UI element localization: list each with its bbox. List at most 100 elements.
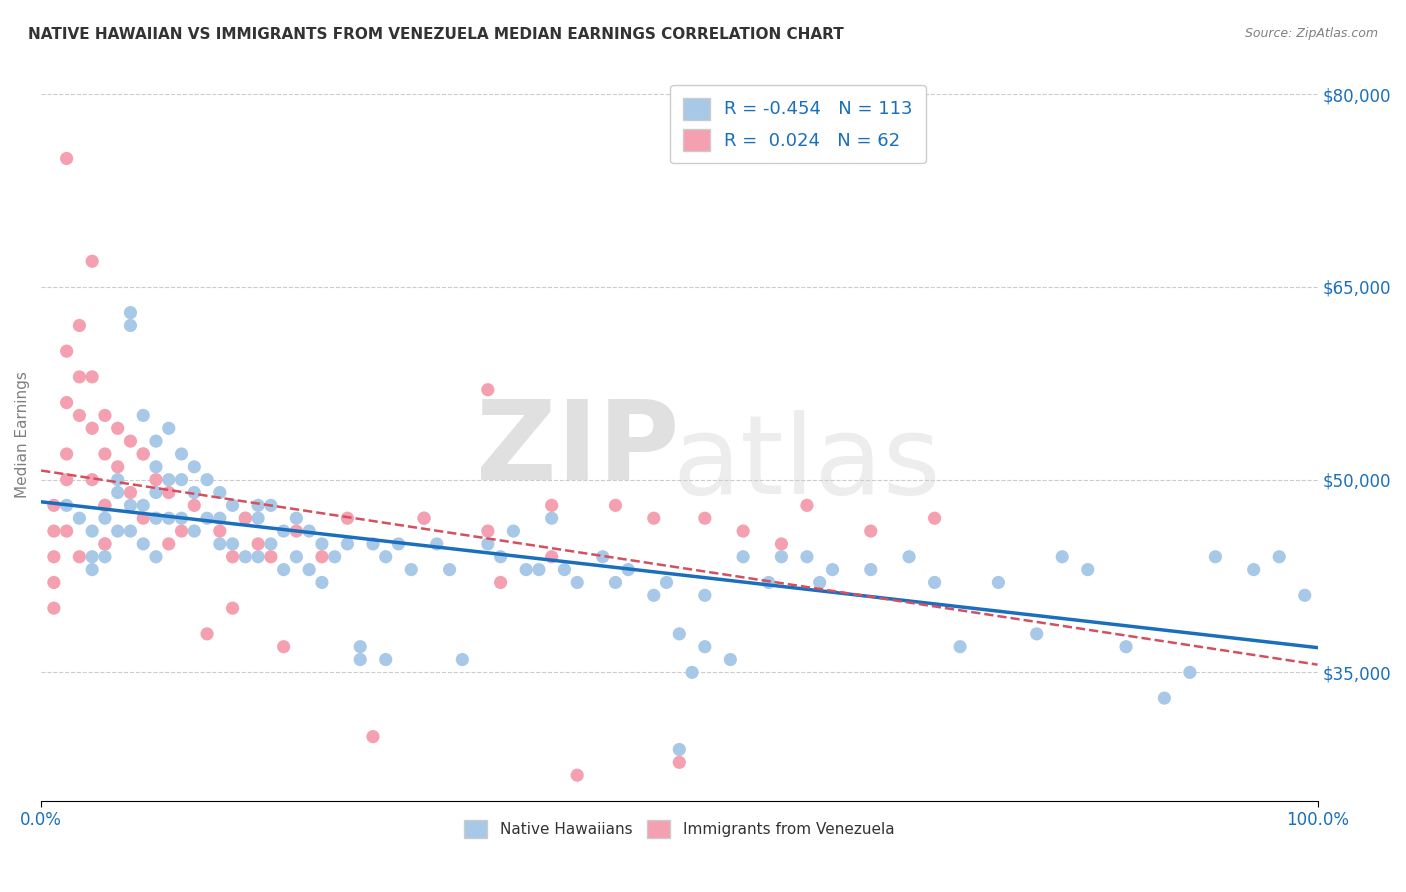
- Point: [693, 511, 716, 525]
- Point: [42, 549, 65, 564]
- Point: [55, 499, 77, 513]
- Point: [733, 524, 755, 538]
- Point: [668, 756, 690, 770]
- Point: [94, 447, 117, 461]
- Point: [311, 537, 333, 551]
- Point: [157, 485, 180, 500]
- Point: [107, 421, 129, 435]
- Point: [221, 601, 243, 615]
- Point: [145, 473, 167, 487]
- Point: [821, 563, 844, 577]
- Point: [374, 652, 396, 666]
- Point: [42, 575, 65, 590]
- Point: [451, 652, 474, 666]
- Point: [82, 473, 104, 487]
- Text: Source: ZipAtlas.com: Source: ZipAtlas.com: [1244, 27, 1378, 40]
- Point: [67, 318, 90, 333]
- Point: [82, 524, 104, 538]
- Point: [770, 537, 793, 551]
- Point: [107, 524, 129, 538]
- Point: [477, 524, 499, 538]
- Point: [82, 563, 104, 577]
- Point: [401, 563, 423, 577]
- Point: [132, 409, 155, 423]
- Point: [132, 537, 155, 551]
- Point: [67, 370, 90, 384]
- Point: [82, 549, 104, 564]
- Point: [349, 640, 371, 654]
- Point: [592, 549, 614, 564]
- Point: [183, 524, 205, 538]
- Point: [55, 152, 77, 166]
- Point: [260, 499, 283, 513]
- Point: [770, 549, 793, 564]
- Point: [94, 409, 117, 423]
- Point: [1178, 665, 1201, 680]
- Point: [94, 499, 117, 513]
- Point: [208, 537, 231, 551]
- Point: [120, 318, 142, 333]
- Point: [426, 537, 449, 551]
- Point: [643, 511, 665, 525]
- Point: [413, 511, 436, 525]
- Point: [170, 447, 193, 461]
- Point: [605, 499, 627, 513]
- Point: [247, 499, 270, 513]
- Point: [540, 511, 562, 525]
- Point: [718, 652, 741, 666]
- Point: [233, 511, 256, 525]
- Point: [260, 537, 283, 551]
- Legend: Native Hawaiians, Immigrants from Venezuela: Native Hawaiians, Immigrants from Venezu…: [458, 814, 900, 845]
- Point: [540, 499, 562, 513]
- Point: [567, 768, 589, 782]
- Point: [285, 524, 308, 538]
- Point: [145, 459, 167, 474]
- Point: [1294, 588, 1316, 602]
- Point: [336, 511, 359, 525]
- Point: [195, 473, 218, 487]
- Point: [132, 447, 155, 461]
- Point: [898, 549, 921, 564]
- Point: [55, 524, 77, 538]
- Point: [987, 575, 1010, 590]
- Point: [605, 575, 627, 590]
- Point: [221, 549, 243, 564]
- Point: [681, 665, 703, 680]
- Point: [323, 549, 346, 564]
- Point: [170, 511, 193, 525]
- Point: [208, 485, 231, 500]
- Point: [145, 434, 167, 449]
- Point: [132, 499, 155, 513]
- Point: [285, 549, 308, 564]
- Point: [120, 499, 142, 513]
- Point: [489, 549, 512, 564]
- Point: [361, 537, 384, 551]
- Point: [170, 524, 193, 538]
- Text: NATIVE HAWAIIAN VS IMMIGRANTS FROM VENEZUELA MEDIAN EARNINGS CORRELATION CHART: NATIVE HAWAIIAN VS IMMIGRANTS FROM VENEZ…: [28, 27, 844, 42]
- Point: [859, 563, 882, 577]
- Point: [183, 485, 205, 500]
- Point: [540, 549, 562, 564]
- Point: [336, 537, 359, 551]
- Text: ZIP: ZIP: [475, 396, 679, 503]
- Point: [82, 370, 104, 384]
- Point: [132, 511, 155, 525]
- Point: [617, 563, 640, 577]
- Point: [157, 537, 180, 551]
- Point: [183, 459, 205, 474]
- Point: [924, 511, 946, 525]
- Point: [502, 524, 524, 538]
- Point: [42, 524, 65, 538]
- Point: [808, 575, 831, 590]
- Point: [273, 563, 295, 577]
- Point: [1153, 691, 1175, 706]
- Point: [195, 511, 218, 525]
- Point: [55, 473, 77, 487]
- Point: [82, 421, 104, 435]
- Point: [361, 730, 384, 744]
- Point: [859, 524, 882, 538]
- Point: [655, 575, 678, 590]
- Point: [477, 383, 499, 397]
- Point: [55, 395, 77, 409]
- Point: [298, 524, 321, 538]
